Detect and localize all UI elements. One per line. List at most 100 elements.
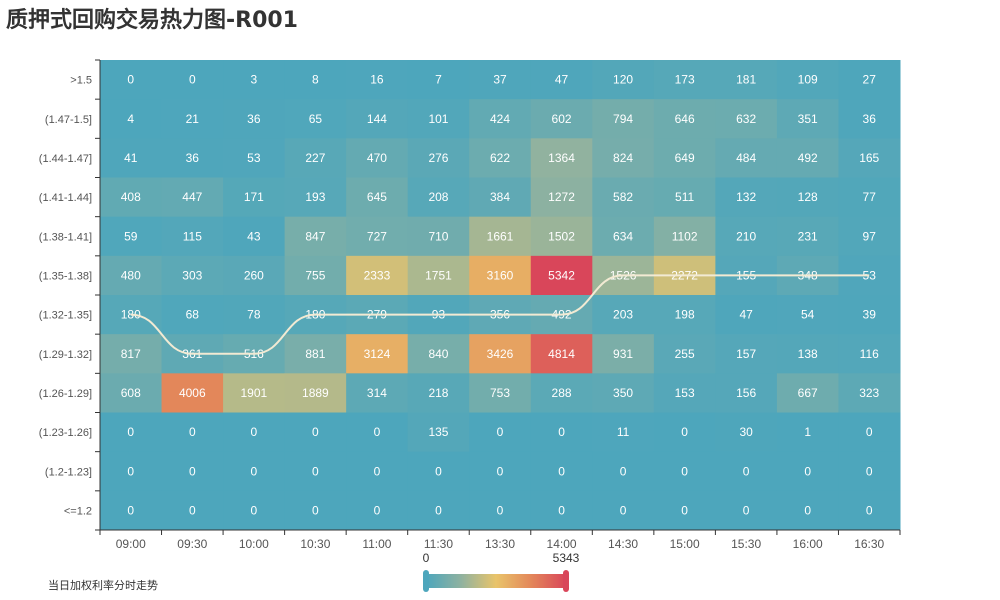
- heatmap-cell[interactable]: [653, 490, 716, 531]
- heatmap-cell[interactable]: [469, 177, 532, 218]
- heatmap-cell[interactable]: [284, 177, 347, 218]
- heatmap-cell[interactable]: [346, 334, 409, 374]
- heatmap-cell[interactable]: [592, 216, 655, 257]
- heatmap-cell[interactable]: [407, 177, 470, 218]
- heatmap-cell[interactable]: [715, 216, 778, 257]
- heatmap-cell[interactable]: [776, 412, 839, 453]
- heatmap-cell[interactable]: [653, 295, 716, 335]
- heatmap-cell[interactable]: [838, 412, 901, 453]
- heatmap-cell[interactable]: [284, 216, 347, 257]
- heatmap-cell[interactable]: [715, 334, 778, 374]
- heatmap-cell[interactable]: [223, 177, 286, 218]
- heatmap-cell[interactable]: [592, 451, 655, 492]
- heatmap-cell[interactable]: [469, 60, 532, 100]
- heatmap-cell[interactable]: [530, 99, 593, 139]
- heatmap-cell[interactable]: [161, 412, 224, 453]
- heatmap-cell[interactable]: [161, 138, 224, 178]
- heatmap-cell[interactable]: [838, 177, 901, 218]
- heatmap-cell[interactable]: [100, 138, 163, 178]
- heatmap-cell[interactable]: [469, 138, 532, 178]
- heatmap-cell[interactable]: [469, 334, 532, 374]
- heatmap-cell[interactable]: [592, 60, 655, 100]
- heatmap-cell[interactable]: [284, 451, 347, 492]
- heatmap-cell[interactable]: [284, 60, 347, 100]
- heatmap-cell[interactable]: [592, 412, 655, 453]
- heatmap-cell[interactable]: [100, 412, 163, 453]
- heatmap-cell[interactable]: [776, 373, 839, 413]
- heatmap-cell[interactable]: [776, 177, 839, 218]
- heatmap-cell[interactable]: [469, 490, 532, 531]
- heatmap-cell[interactable]: [346, 255, 409, 296]
- heatmap-cell[interactable]: [346, 60, 409, 100]
- heatmap-cell[interactable]: [223, 451, 286, 492]
- heatmap-cell[interactable]: [653, 216, 716, 257]
- heatmap-cell[interactable]: [100, 177, 163, 218]
- heatmap-cell[interactable]: [469, 412, 532, 453]
- heatmap-cell[interactable]: [653, 373, 716, 413]
- heatmap-cell[interactable]: [161, 216, 224, 257]
- heatmap-cell[interactable]: [776, 295, 839, 335]
- heatmap-cell[interactable]: [653, 60, 716, 100]
- heatmap-cell[interactable]: [223, 216, 286, 257]
- heatmap-cell[interactable]: [530, 412, 593, 453]
- heatmap-cell[interactable]: [838, 295, 901, 335]
- heatmap-cell[interactable]: [838, 373, 901, 413]
- heatmap-cell[interactable]: [530, 216, 593, 257]
- heatmap-cell[interactable]: [776, 490, 839, 531]
- heatmap-cell[interactable]: [469, 255, 532, 296]
- heatmap-cell[interactable]: [838, 99, 901, 139]
- heatmap-cell[interactable]: [407, 451, 470, 492]
- heatmap-cell[interactable]: [407, 255, 470, 296]
- heatmap-cell[interactable]: [407, 216, 470, 257]
- heatmap-cell[interactable]: [715, 99, 778, 139]
- heatmap-cell[interactable]: [346, 451, 409, 492]
- heatmap-cell[interactable]: [407, 60, 470, 100]
- heatmap-cell[interactable]: [469, 99, 532, 139]
- heatmap-cell[interactable]: [346, 490, 409, 531]
- heatmap-cell[interactable]: [346, 138, 409, 178]
- heatmap-cell[interactable]: [100, 451, 163, 492]
- heatmap-cell[interactable]: [223, 295, 286, 335]
- heatmap-cell[interactable]: [592, 295, 655, 335]
- heatmap-cell[interactable]: [592, 373, 655, 413]
- heatmap-cell[interactable]: [346, 99, 409, 139]
- heatmap-cell[interactable]: [592, 99, 655, 139]
- heatmap-cell[interactable]: [530, 490, 593, 531]
- heatmap-cell[interactable]: [161, 99, 224, 139]
- heatmap-cell[interactable]: [223, 99, 286, 139]
- heatmap-cell[interactable]: [161, 295, 224, 335]
- heatmap-cell[interactable]: [161, 255, 224, 296]
- heatmap-cell[interactable]: [161, 451, 224, 492]
- heatmap-cell[interactable]: [776, 216, 839, 257]
- heatmap-cell[interactable]: [653, 451, 716, 492]
- heatmap-cell[interactable]: [776, 451, 839, 492]
- heatmap-cell[interactable]: [469, 216, 532, 257]
- heatmap-cell[interactable]: [715, 60, 778, 100]
- heatmap-cell[interactable]: [530, 451, 593, 492]
- heatmap-cell[interactable]: [653, 138, 716, 178]
- heatmap-cell[interactable]: [284, 138, 347, 178]
- heatmap-cell[interactable]: [223, 373, 286, 413]
- heatmap-cell[interactable]: [469, 451, 532, 492]
- heatmap-cell[interactable]: [715, 295, 778, 335]
- heatmap-cell[interactable]: [284, 412, 347, 453]
- visual-map-min-handle[interactable]: [423, 570, 429, 592]
- heatmap-cell[interactable]: [100, 60, 163, 100]
- heatmap-cell[interactable]: [653, 177, 716, 218]
- heatmap-cell[interactable]: [346, 177, 409, 218]
- heatmap-cell[interactable]: [284, 373, 347, 413]
- heatmap-cell[interactable]: [838, 216, 901, 257]
- heatmap-cell[interactable]: [407, 373, 470, 413]
- heatmap-cell[interactable]: [715, 138, 778, 178]
- heatmap-cell[interactable]: [407, 412, 470, 453]
- heatmap-cell[interactable]: [100, 255, 163, 296]
- heatmap-cell[interactable]: [346, 373, 409, 413]
- heatmap-cell[interactable]: [346, 216, 409, 257]
- heatmap-cell[interactable]: [838, 490, 901, 531]
- heatmap-cell[interactable]: [223, 255, 286, 296]
- heatmap-cell[interactable]: [530, 334, 593, 374]
- heatmap-cell[interactable]: [592, 177, 655, 218]
- heatmap-cell[interactable]: [100, 490, 163, 531]
- heatmap-cell[interactable]: [407, 334, 470, 374]
- heatmap-cell[interactable]: [776, 334, 839, 374]
